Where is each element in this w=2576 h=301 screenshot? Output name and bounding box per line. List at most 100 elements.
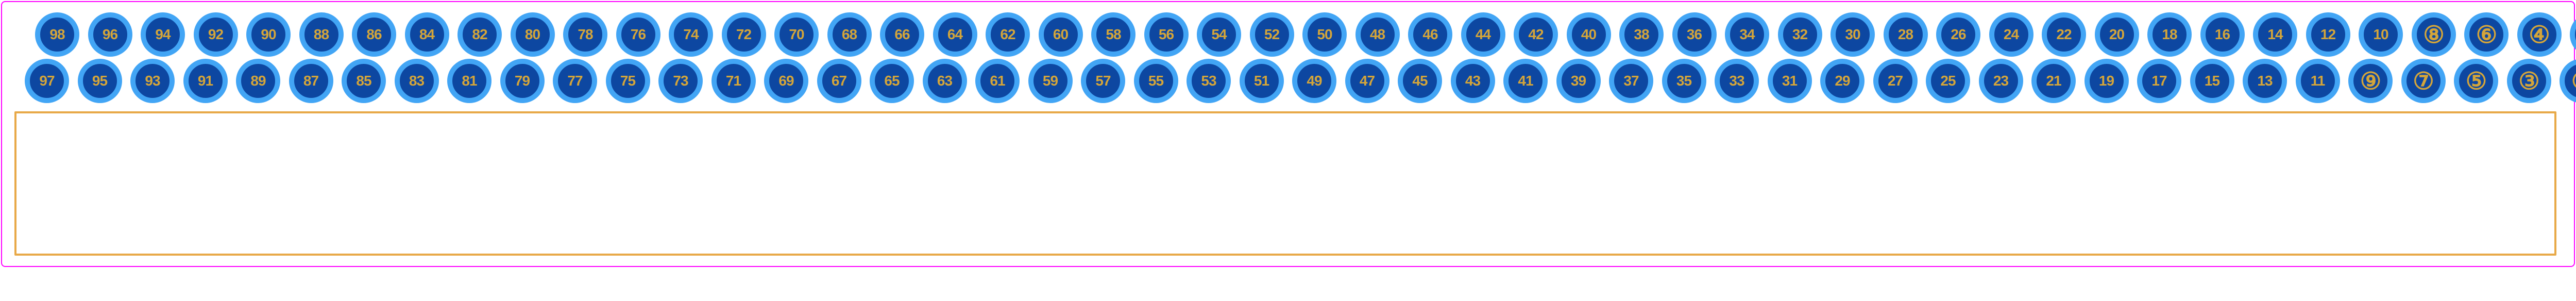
pin-20: 20 [2095,12,2139,57]
pin-label: 43 [1465,73,1480,89]
pin-10: 10 [2359,12,2403,57]
pin-label: 12 [2320,26,2335,43]
pin-label: 61 [990,73,1005,89]
pin-⑦: ⑦ [2401,59,2446,103]
pin-93: 93 [130,59,175,103]
pin-94: 94 [141,12,185,57]
pin-17: 17 [2137,59,2181,103]
pin-label: 50 [1317,26,1332,43]
pin-label: ① [2571,67,2576,95]
pin-label: 77 [567,73,582,89]
pin-label: 72 [736,26,751,43]
pin-②: ② [2570,12,2576,57]
pin-23: 23 [1979,59,2023,103]
pin-73: 73 [658,59,703,103]
pin-83: 83 [395,59,439,103]
pin-label: 58 [1106,26,1121,43]
pin-label: 70 [789,26,804,43]
pin-55: 55 [1134,59,1178,103]
pin-label: 96 [103,26,117,43]
pin-45: 45 [1398,59,1442,103]
pin-43: 43 [1451,59,1495,103]
pin-label: 87 [303,73,318,89]
pin-34: 34 [1725,12,1769,57]
pin-label: 15 [2205,73,2219,89]
pin-label: 88 [314,26,329,43]
pin-38: 38 [1619,12,1664,57]
pin-③: ③ [2507,59,2551,103]
pin-label: 63 [937,73,952,89]
pin-label: 44 [1476,26,1490,43]
pin-label: 78 [578,26,592,43]
pin-label: 55 [1148,73,1163,89]
pin-label: 36 [1687,26,1702,43]
pin-label: 91 [198,73,213,89]
pin-61: 61 [975,59,1020,103]
pin-84: 84 [405,12,449,57]
pin-label: 19 [2099,73,2114,89]
pin-label: 22 [2056,26,2071,43]
pin-68: 68 [827,12,872,57]
pin-29: 29 [1820,59,1865,103]
pin-80: 80 [511,12,555,57]
pin-11: 11 [2296,59,2340,103]
pin-91: 91 [183,59,228,103]
pin-81: 81 [447,59,492,103]
pin-42: 42 [1514,12,1558,57]
pin-label: 82 [472,26,487,43]
pin-⑤: ⑤ [2454,59,2498,103]
pin-27: 27 [1873,59,1918,103]
pin-46: 46 [1408,12,1452,57]
pin-60: 60 [1039,12,1083,57]
pin-53: 53 [1187,59,1231,103]
pin-label: 92 [208,26,223,43]
pin-69: 69 [764,59,808,103]
pin-label: 52 [1264,26,1279,43]
pin-label: 14 [2267,26,2282,43]
pin-label: 38 [1634,26,1649,43]
pin-16: 16 [2200,12,2245,57]
pin-label: 46 [1422,26,1437,43]
pin-label: 90 [261,26,276,43]
pin-79: 79 [500,59,545,103]
pin-66: 66 [880,12,924,57]
pin-label: ③ [2518,67,2539,95]
pin-50: 50 [1302,12,1347,57]
component-body-outline [14,111,2556,256]
pin-label: 80 [525,26,540,43]
pin-label: 81 [462,73,477,89]
pin-56: 56 [1144,12,1189,57]
pin-58: 58 [1091,12,1136,57]
pin-87: 87 [289,59,333,103]
pin-label: 25 [1940,73,1955,89]
pin-25: 25 [1926,59,1970,103]
pin-19: 19 [2084,59,2129,103]
pin-⑨: ⑨ [2348,59,2393,103]
pin-label: 21 [2046,73,2061,89]
pin-62: 62 [986,12,1030,57]
pin-label: 76 [631,26,646,43]
pin-15: 15 [2190,59,2234,103]
pin-41: 41 [1503,59,1548,103]
pin-label: 17 [2151,73,2166,89]
pin-label: 60 [1053,26,1068,43]
pin-⑥: ⑥ [2464,12,2509,57]
pin-label: 93 [145,73,160,89]
pin-label: 41 [1518,73,1533,89]
pin-75: 75 [606,59,650,103]
pin-label: 27 [1888,73,1903,89]
pin-label: ⑨ [2360,67,2381,95]
pin-row-top: 9896949290888684828078767472706866646260… [14,12,2562,57]
pin-label: 30 [1845,26,1860,43]
pin-①: ① [2560,59,2576,103]
pin-67: 67 [817,59,861,103]
pin-label: 97 [39,73,54,89]
pin-13: 13 [2243,59,2287,103]
pin-52: 52 [1250,12,1294,57]
pin-48: 48 [1355,12,1400,57]
pin-36: 36 [1672,12,1717,57]
pin-label: 32 [1792,26,1807,43]
pin-label: 40 [1581,26,1596,43]
pin-49: 49 [1292,59,1336,103]
pin-64: 64 [933,12,977,57]
